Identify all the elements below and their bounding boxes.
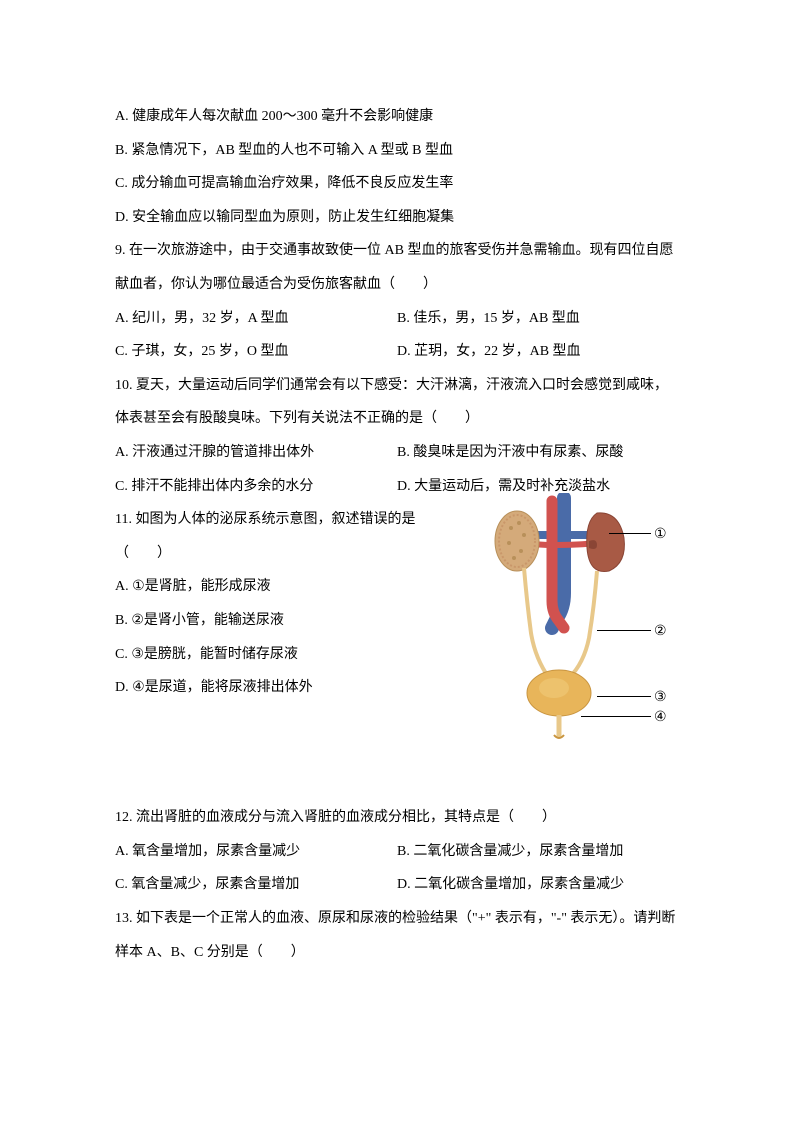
q9-option-a: A. 纪川，男，32 岁，A 型血 [115,302,397,336]
diagram-label-3: ③ [654,691,667,705]
label-line-1 [609,533,651,534]
diagram-label-2: ② [654,625,667,639]
q9-option-d: D. 芷玥，女，22 岁，AB 型血 [397,335,679,369]
q12-option-c: C. 氧含量减少，尿素含量增加 [115,868,397,902]
label-line-3 [597,696,651,697]
label-line-4 [581,716,651,717]
q11-option-d: D. ④是尿道，能将尿液排出体外 [115,671,449,705]
label-line-2 [597,630,651,631]
urinary-system-diagram: ① ② ③ ④ [469,493,679,763]
q8-option-c: C. 成分输血可提高输血治疗效果，降低不良反应发生率 [115,167,679,201]
q11-option-b: B. ②是肾小管，能输送尿液 [115,604,449,638]
diagram-label-1: ① [654,528,667,542]
q10-stem: 10. 夏天，大量运动后同学们通常会有以下感受：大汗淋漓，汗液流入口时会感觉到咸… [115,369,679,436]
q11-stem: 11. 如图为人体的泌尿系统示意图，叙述错误的是（ ） [115,503,449,570]
q10-option-c: C. 排汗不能排出体内多余的水分 [115,470,397,504]
q11-option-a: A. ①是肾脏，能形成尿液 [115,570,449,604]
q9-option-b: B. 佳乐，男，15 岁，AB 型血 [397,302,679,336]
q12-option-b: B. 二氧化碳含量减少，尿素含量增加 [397,835,679,869]
q12-option-a: A. 氧含量增加，尿素含量减少 [115,835,397,869]
q8-option-b: B. 紧急情况下，AB 型血的人也不可输入 A 型或 B 型血 [115,134,679,168]
q12-option-d: D. 二氧化碳含量增加，尿素含量减少 [397,868,679,902]
q12-stem: 12. 流出肾脏的血液成分与流入肾脏的血液成分相比，其特点是（ ） [115,801,679,835]
q9-stem: 9. 在一次旅游途中，由于交通事故致使一位 AB 型血的旅客受伤并急需输血。现有… [115,234,679,301]
diagram-label-4: ④ [654,711,667,725]
q13-stem: 13. 如下表是一个正常人的血液、原尿和尿液的检验结果（"+" 表示有，"-" … [115,902,679,969]
q10-option-b: B. 酸臭味是因为汗液中有尿素、尿酸 [397,436,679,470]
q10-option-a: A. 汗液通过汗腺的管道排出体外 [115,436,397,470]
q8-option-a: A. 健康成年人每次献血 200～300 毫升不会影响健康 [115,100,679,134]
q9-option-c: C. 子琪，女，25 岁，O 型血 [115,335,397,369]
q11-option-c: C. ③是膀胱，能暂时储存尿液 [115,638,449,672]
q8-option-d: D. 安全输血应以输同型血为原则，防止发生红细胞凝集 [115,201,679,235]
